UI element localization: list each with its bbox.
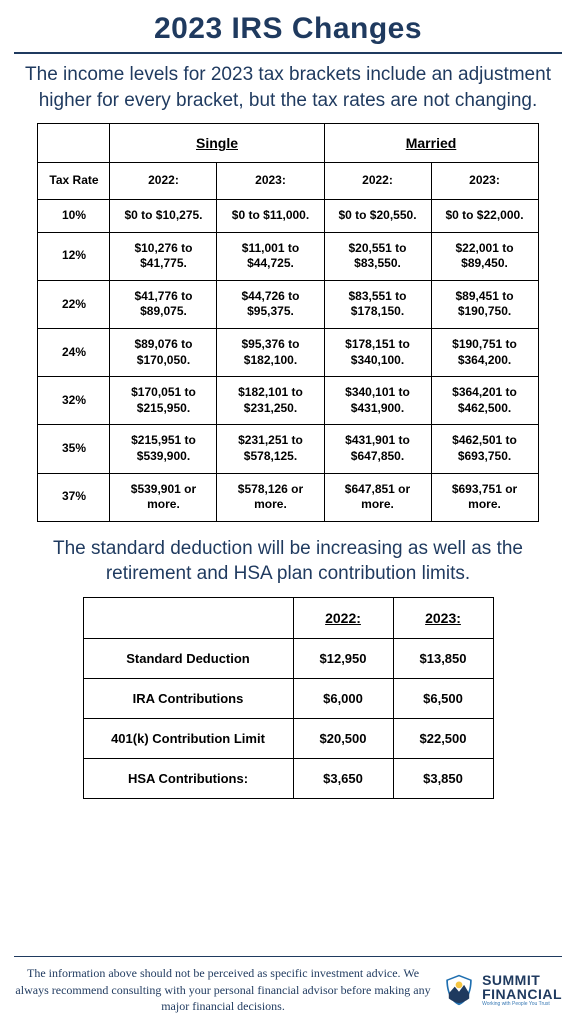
table-row: 2022: 2023: bbox=[83, 598, 493, 639]
deductions-intro: The standard deduction will be increasin… bbox=[14, 536, 562, 587]
rate-header: Tax Rate bbox=[38, 163, 110, 200]
cell: $178,151 to $340,100. bbox=[324, 329, 431, 377]
logo-tagline: Working with People You Trust bbox=[482, 1002, 562, 1007]
cell: 22% bbox=[38, 280, 110, 328]
logo-line2: FINANCIAL bbox=[482, 987, 562, 1001]
cell: IRA Contributions bbox=[83, 679, 293, 719]
cell: $0 to $10,275. bbox=[110, 200, 217, 233]
cell: $0 to $22,000. bbox=[431, 200, 538, 233]
year-header: 2023: bbox=[217, 163, 324, 200]
cell: $693,751 or more. bbox=[431, 473, 538, 521]
cell: $0 to $11,000. bbox=[217, 200, 324, 233]
table-row: 32%$170,051 to $215,950.$182,101 to $231… bbox=[38, 377, 538, 425]
table-row: 10%$0 to $10,275.$0 to $11,000.$0 to $20… bbox=[38, 200, 538, 233]
year-header: 2023: bbox=[431, 163, 538, 200]
cell: $462,501 to $693,750. bbox=[431, 425, 538, 473]
year-header: 2022: bbox=[293, 598, 393, 639]
cell: $431,901 to $647,850. bbox=[324, 425, 431, 473]
cell: $22,001 to $89,450. bbox=[431, 232, 538, 280]
cell: $41,776 to $89,075. bbox=[110, 280, 217, 328]
cell: HSA Contributions: bbox=[83, 759, 293, 799]
title-rule bbox=[14, 52, 562, 54]
cell: $6,000 bbox=[293, 679, 393, 719]
table-row: 401(k) Contribution Limit$20,500$22,500 bbox=[83, 719, 493, 759]
cell: $539,901 or more. bbox=[110, 473, 217, 521]
footer-rule bbox=[14, 956, 562, 957]
cell: 12% bbox=[38, 232, 110, 280]
blank-cell bbox=[38, 124, 110, 163]
table-row: HSA Contributions:$3,650$3,850 bbox=[83, 759, 493, 799]
footer: The information above should not be perc… bbox=[14, 956, 562, 1014]
table-row: Standard Deduction$12,950$13,850 bbox=[83, 639, 493, 679]
cell: $215,951 to $539,900. bbox=[110, 425, 217, 473]
cell: $83,551 to $178,150. bbox=[324, 280, 431, 328]
deductions-table: 2022: 2023: Standard Deduction$12,950$13… bbox=[83, 597, 494, 799]
blank-cell bbox=[83, 598, 293, 639]
cell: $182,101 to $231,250. bbox=[217, 377, 324, 425]
disclaimer-text: The information above should not be perc… bbox=[14, 965, 432, 1014]
cell: $20,551 to $83,550. bbox=[324, 232, 431, 280]
cell: $89,076 to $170,050. bbox=[110, 329, 217, 377]
page-title: 2023 IRS Changes bbox=[14, 12, 562, 46]
cell: $0 to $20,550. bbox=[324, 200, 431, 233]
logo-line1: SUMMIT bbox=[482, 973, 562, 987]
cell: $190,751 to $364,200. bbox=[431, 329, 538, 377]
cell: 32% bbox=[38, 377, 110, 425]
tax-brackets-table: Single Married Tax Rate 2022: 2023: 2022… bbox=[37, 123, 538, 522]
table-row: 12%$10,276 to $41,775.$11,001 to $44,725… bbox=[38, 232, 538, 280]
cell: $13,850 bbox=[393, 639, 493, 679]
table-row: IRA Contributions$6,000$6,500 bbox=[83, 679, 493, 719]
cell: $231,251 to $578,125. bbox=[217, 425, 324, 473]
table-row: 37%$539,901 or more.$578,126 or more.$64… bbox=[38, 473, 538, 521]
cell: $20,500 bbox=[293, 719, 393, 759]
year-header: 2023: bbox=[393, 598, 493, 639]
cell: $3,650 bbox=[293, 759, 393, 799]
cell: 35% bbox=[38, 425, 110, 473]
cell: $6,500 bbox=[393, 679, 493, 719]
cell: $170,051 to $215,950. bbox=[110, 377, 217, 425]
table-row: Tax Rate 2022: 2023: 2022: 2023: bbox=[38, 163, 538, 200]
cell: $12,950 bbox=[293, 639, 393, 679]
single-header: Single bbox=[110, 124, 324, 163]
year-header: 2022: bbox=[324, 163, 431, 200]
cell: $578,126 or more. bbox=[217, 473, 324, 521]
cell: $10,276 to $41,775. bbox=[110, 232, 217, 280]
cell: $44,726 to $95,375. bbox=[217, 280, 324, 328]
table-row: Single Married bbox=[38, 124, 538, 163]
cell: 24% bbox=[38, 329, 110, 377]
table-row: 22%$41,776 to $89,075.$44,726 to $95,375… bbox=[38, 280, 538, 328]
cell: $89,451 to $190,750. bbox=[431, 280, 538, 328]
cell: $647,851 or more. bbox=[324, 473, 431, 521]
shield-icon bbox=[442, 973, 476, 1007]
cell: $3,850 bbox=[393, 759, 493, 799]
cell: Standard Deduction bbox=[83, 639, 293, 679]
cell: 37% bbox=[38, 473, 110, 521]
table-row: 35%$215,951 to $539,900.$231,251 to $578… bbox=[38, 425, 538, 473]
cell: $11,001 to $44,725. bbox=[217, 232, 324, 280]
cell: $364,201 to $462,500. bbox=[431, 377, 538, 425]
married-header: Married bbox=[324, 124, 538, 163]
cell: $95,376 to $182,100. bbox=[217, 329, 324, 377]
cell: $22,500 bbox=[393, 719, 493, 759]
year-header: 2022: bbox=[110, 163, 217, 200]
intro-text: The income levels for 2023 tax brackets … bbox=[14, 62, 562, 113]
summit-logo: SUMMIT FINANCIAL Working with People You… bbox=[442, 973, 562, 1007]
table-row: 24%$89,076 to $170,050.$95,376 to $182,1… bbox=[38, 329, 538, 377]
cell: $340,101 to $431,900. bbox=[324, 377, 431, 425]
cell: 10% bbox=[38, 200, 110, 233]
cell: 401(k) Contribution Limit bbox=[83, 719, 293, 759]
